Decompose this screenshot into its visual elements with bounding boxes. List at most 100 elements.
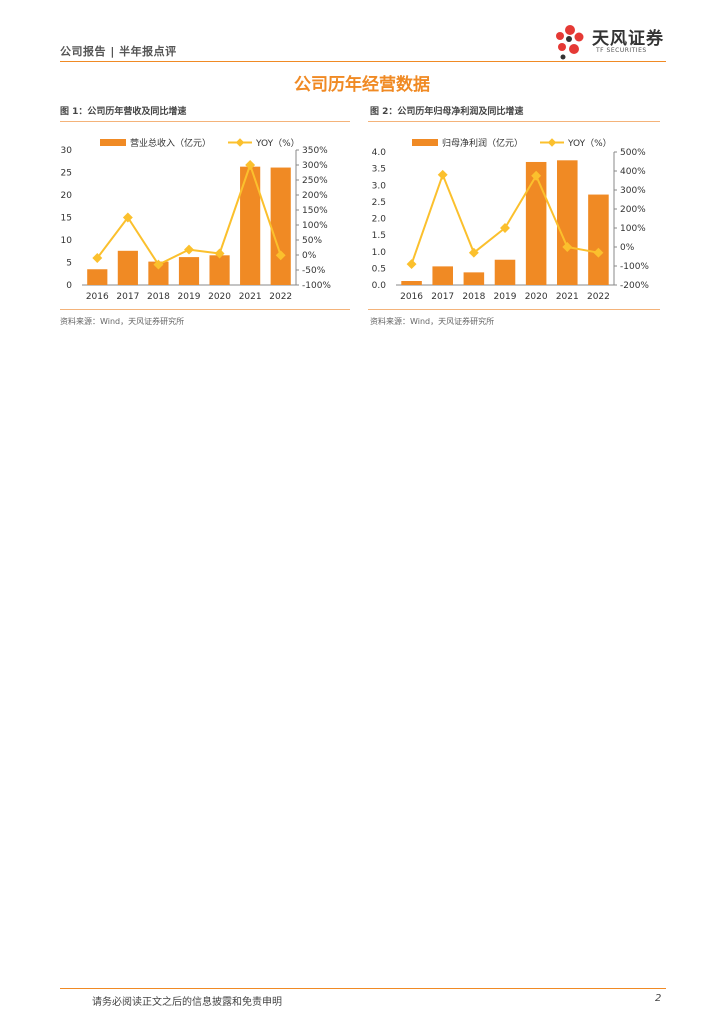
left-axis-tick-label: 3.5 xyxy=(372,165,386,175)
x-axis-tick-label: 2021 xyxy=(239,292,262,302)
footer-disclaimer: 请务必阅读正文之后的信息披露和免责申明 xyxy=(92,997,282,1008)
right-axis-tick-label: 300% xyxy=(302,161,328,171)
logo-flower-icon xyxy=(556,25,584,60)
legend-line-marker xyxy=(235,138,245,147)
x-axis-tick-label: 2021 xyxy=(556,292,579,302)
right-axis-tick-label: -100% xyxy=(620,262,649,272)
left-axis-tick-label: 30 xyxy=(61,146,73,156)
bar-2016 xyxy=(401,281,422,285)
right-axis-tick-label: 500% xyxy=(620,148,646,158)
figure-2-bottom-rule xyxy=(368,309,660,310)
header-text: 公司报告 | 半年报点评 xyxy=(60,45,177,58)
logo-name-en: TF SECURITIES xyxy=(596,47,647,54)
legend-bar-swatch xyxy=(100,139,126,146)
left-axis-tick-label: 1.0 xyxy=(372,248,387,258)
x-axis-tick-label: 2022 xyxy=(269,292,292,302)
left-axis-tick-label: 1.5 xyxy=(372,231,386,241)
x-axis-tick-label: 2016 xyxy=(400,292,423,302)
right-axis-tick-label: 100% xyxy=(620,224,646,234)
x-axis-tick-label: 2017 xyxy=(116,292,139,302)
bar-2019 xyxy=(494,259,516,285)
yoy-point-2021 xyxy=(245,160,256,170)
logo-name-cn: 天风证券 xyxy=(592,29,664,49)
header-divider xyxy=(60,61,666,62)
left-axis-tick-label: 0.0 xyxy=(372,281,387,291)
left-axis-tick-label: 15 xyxy=(61,214,72,224)
revenue-chart: 0 5 10 15 20 25 30 -100% -50% 0% 50% 100% 150% 200% 25… xyxy=(61,137,332,302)
figure-1-bottom-rule xyxy=(60,309,350,310)
yoy-point-2020 xyxy=(214,248,225,259)
figure-1-source: 资料来源：Wind，天风证券研究所 xyxy=(60,317,185,326)
bar-2019 xyxy=(178,257,200,285)
yoy-point-2018 xyxy=(153,259,164,270)
yoy-point-2022 xyxy=(275,250,286,261)
right-axis-tick-label: -200% xyxy=(620,281,649,291)
right-axis-tick-label: 0% xyxy=(620,243,635,253)
figure-2-title: 图 2：公司历年归母净利润及同比增速 xyxy=(370,107,524,117)
bar-2016 xyxy=(87,269,108,285)
footer-divider xyxy=(60,988,666,989)
left-axis-tick-label: 5 xyxy=(66,259,72,269)
legend-bar-swatch xyxy=(412,139,438,146)
right-axis-tick-label: 400% xyxy=(620,167,646,177)
page-number: 2 xyxy=(655,993,662,1004)
bar-2018 xyxy=(463,272,485,285)
legend-line-label: YOY（%） xyxy=(255,138,300,149)
yoy-point-2019 xyxy=(500,223,510,233)
right-axis-tick-label: 150% xyxy=(302,206,328,216)
x-axis-tick-label: 2020 xyxy=(208,292,231,302)
x-axis-tick-label: 2017 xyxy=(431,292,454,302)
right-axis-tick-label: 200% xyxy=(620,205,646,215)
left-axis-tick-label: 0.5 xyxy=(372,264,386,274)
yoy-point-2017 xyxy=(437,169,448,180)
x-axis-tick-label: 2016 xyxy=(86,292,109,302)
yoy-point-2017 xyxy=(122,212,133,223)
legend-line-marker xyxy=(547,138,557,147)
right-axis-tick-label: 100% xyxy=(302,221,328,231)
net-profit-chart: 0.0 0.5 1.0 1.5 2.0 2.5 3.0 3.5 4.0 -200% -100% 0% 1… xyxy=(372,137,650,302)
left-axis-tick-label: 3.0 xyxy=(372,181,387,191)
bar-2021 xyxy=(557,160,578,285)
bar-2017 xyxy=(117,250,138,285)
right-axis-tick-label: 250% xyxy=(302,176,328,186)
x-axis-tick-label: 2018 xyxy=(147,292,170,302)
x-axis-tick-label: 2018 xyxy=(462,292,485,302)
bar-2018 xyxy=(148,261,169,285)
legend-line-label: YOY（%） xyxy=(567,138,612,149)
right-axis-tick-label: 350% xyxy=(302,146,328,156)
x-axis-tick-label: 2022 xyxy=(587,292,610,302)
bar-2020 xyxy=(525,161,547,285)
legend-bar-label: 营业总收入（亿元） xyxy=(130,137,211,149)
bar-2022 xyxy=(588,194,609,285)
bar-2020 xyxy=(209,255,230,285)
figure-2-source: 资料来源：Wind，天风证券研究所 xyxy=(370,317,495,326)
right-axis-tick-label: -50% xyxy=(302,266,326,276)
right-axis-tick-label: 0% xyxy=(302,251,317,261)
right-axis-tick-label: -100% xyxy=(302,281,331,291)
section-title: 公司历年经营数据 xyxy=(294,75,430,95)
bar-2017 xyxy=(432,266,453,285)
figure-2-top-rule xyxy=(368,121,660,122)
x-axis-tick-label: 2019 xyxy=(494,292,517,302)
page-header: 公司报告 | 半年报点评 天风证券 TF SECURITIES xyxy=(60,25,666,64)
figure-1-title: 图 1：公司历年营收及同比增速 xyxy=(60,107,187,117)
bar-2021 xyxy=(240,166,261,285)
left-axis-tick-label: 0 xyxy=(66,281,72,291)
x-axis-tick-label: 2019 xyxy=(178,292,201,302)
right-axis-tick-label: 50% xyxy=(302,236,322,246)
yoy-point-2019 xyxy=(184,244,194,255)
bar-2022 xyxy=(270,167,291,285)
left-axis-tick-label: 2.0 xyxy=(372,215,387,225)
company-logo: 天风证券 TF SECURITIES xyxy=(556,22,666,62)
left-axis-tick-label: 10 xyxy=(61,236,73,246)
legend-bar-label: 归母净利润（亿元） xyxy=(442,137,523,149)
yoy-point-2016 xyxy=(406,259,417,270)
figure-1-top-rule xyxy=(60,121,350,122)
right-axis-tick-label: 200% xyxy=(302,191,328,201)
left-axis-tick-label: 2.5 xyxy=(372,198,386,208)
left-axis-tick-label: 4.0 xyxy=(372,148,387,158)
x-axis-tick-label: 2020 xyxy=(525,292,548,302)
right-axis-tick-label: 300% xyxy=(620,186,646,196)
left-axis-tick-label: 20 xyxy=(61,191,73,201)
left-axis-tick-label: 25 xyxy=(61,169,72,179)
